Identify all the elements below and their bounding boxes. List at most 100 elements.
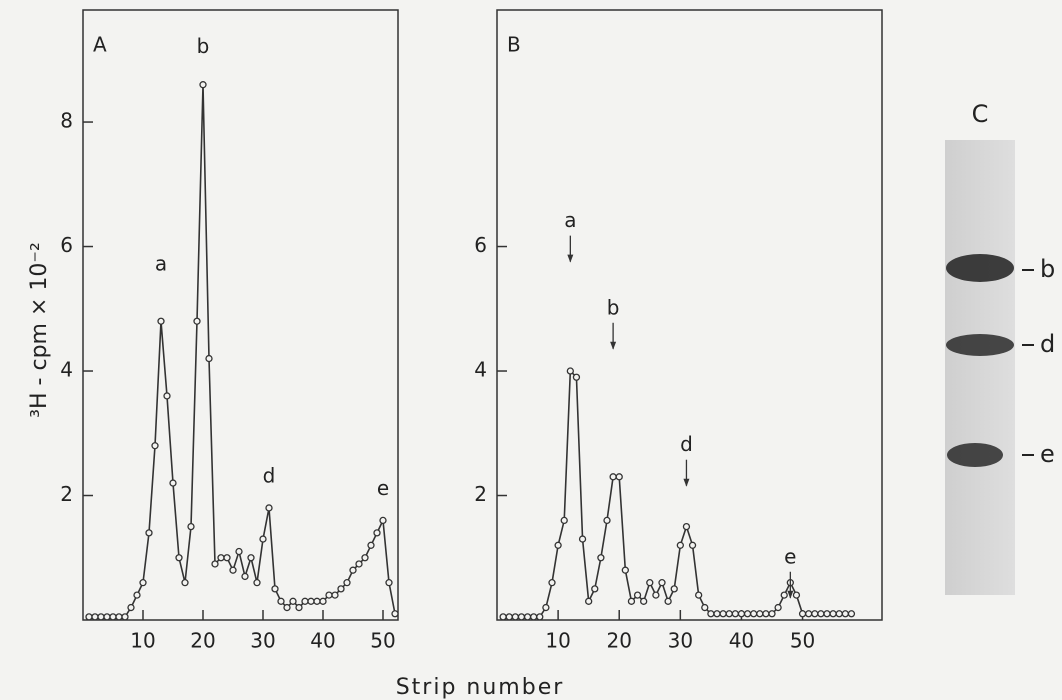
data-point	[572, 373, 581, 381]
y-tick-label: 4	[60, 358, 73, 382]
data-point	[367, 541, 375, 549]
data-line	[503, 369, 852, 618]
data-point	[743, 610, 752, 618]
data-point	[511, 613, 519, 621]
x-tick-label: 50	[370, 629, 395, 653]
data-point	[591, 585, 599, 593]
data-point	[325, 591, 333, 599]
data-point	[145, 529, 153, 537]
gel-lane	[945, 140, 1015, 595]
x-tick-label: 10	[545, 629, 570, 653]
data-point	[695, 591, 703, 599]
plot-frame	[496, 9, 883, 621]
data-point	[597, 554, 605, 562]
data-point	[103, 613, 111, 621]
data-point	[737, 610, 746, 618]
data-point	[193, 317, 201, 325]
data-point	[835, 610, 843, 618]
data-point	[85, 613, 93, 621]
data-point	[517, 613, 526, 621]
data-point	[175, 554, 183, 562]
data-point	[542, 603, 550, 612]
data-point	[768, 610, 776, 618]
data-point	[523, 613, 532, 621]
data-point	[823, 610, 831, 618]
data-point	[719, 610, 727, 618]
data-point	[646, 579, 654, 587]
data-point	[774, 603, 782, 612]
data-point	[271, 585, 279, 593]
y-tick-label: 2	[474, 482, 487, 506]
arrow-head	[787, 590, 794, 599]
data-point	[792, 591, 801, 599]
data-point	[780, 591, 788, 599]
gel-band	[946, 334, 1014, 356]
data-point	[633, 591, 642, 599]
data-point	[91, 613, 99, 621]
data-point	[505, 613, 513, 621]
data-point	[265, 504, 273, 512]
data-point	[235, 547, 243, 556]
data-point	[139, 579, 147, 587]
y-tick-label: 4	[474, 358, 487, 382]
data-point	[609, 473, 617, 481]
data-point	[199, 81, 207, 89]
data-point	[319, 597, 327, 605]
annotation-label: e	[377, 476, 389, 500]
data-point	[283, 603, 291, 612]
data-point	[682, 522, 691, 531]
data-point	[229, 566, 237, 574]
data-point	[331, 591, 339, 599]
data-point	[566, 367, 574, 375]
data-point	[811, 610, 819, 618]
data-point	[554, 541, 562, 549]
panel-label: B	[507, 33, 521, 57]
data-point	[499, 613, 507, 621]
data-point	[627, 597, 636, 605]
data-point	[205, 354, 213, 363]
data-point	[670, 585, 678, 593]
data-point	[688, 541, 697, 549]
x-tick-label: 40	[729, 629, 754, 653]
gel-label: C	[972, 100, 989, 128]
data-point	[798, 610, 807, 618]
data-point	[121, 613, 129, 621]
data-point	[157, 317, 165, 325]
data-point	[652, 591, 660, 599]
y-tick-label: 8	[60, 109, 73, 133]
data-point	[756, 610, 764, 618]
annotation-label: e	[784, 544, 796, 568]
data-point	[560, 516, 568, 525]
x-tick-label: 20	[606, 629, 631, 653]
annotation-label: b	[607, 295, 620, 319]
data-point	[355, 560, 363, 568]
annotation-label: d	[263, 463, 276, 487]
gel-band-label: b	[1040, 255, 1055, 283]
data-point	[259, 535, 267, 543]
data-point	[373, 529, 381, 537]
annotation-label: a	[564, 208, 576, 232]
data-point	[337, 585, 345, 593]
gel-band	[947, 443, 1003, 467]
data-point	[530, 613, 538, 621]
data-point	[676, 541, 684, 549]
arrow-head	[567, 254, 574, 263]
x-tick-label: 10	[130, 629, 155, 653]
data-point	[307, 597, 315, 605]
data-point	[750, 610, 758, 618]
data-point	[349, 566, 357, 574]
arrow-head	[610, 341, 617, 350]
data-point	[163, 392, 171, 400]
arrow-head	[683, 478, 690, 487]
data-point	[548, 579, 556, 587]
data-point	[277, 597, 285, 605]
panel-label: A	[93, 33, 107, 57]
data-point	[762, 610, 770, 618]
data-point	[713, 610, 721, 618]
data-point	[817, 610, 825, 618]
annotation-label: d	[680, 432, 693, 456]
data-point	[391, 610, 399, 618]
data-point	[187, 522, 195, 531]
data-point	[295, 603, 303, 612]
